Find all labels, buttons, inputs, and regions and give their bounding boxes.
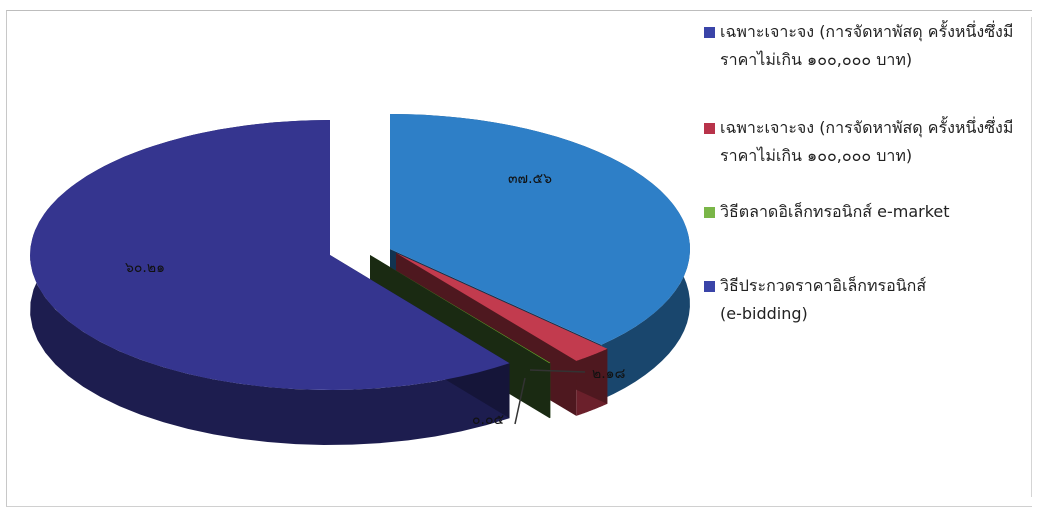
- legend-label-line1: เฉพาะเจาะจง (การจัดหาพัสดุ ครั้งหนึ่งซึ่…: [720, 118, 1014, 137]
- data-label: ๒.๑๘: [592, 366, 625, 382]
- legend-label-line1: วิธีประกวดราคาอิเล็กทรอนิกส์: [720, 276, 927, 295]
- legend-label-line1: วิธีตลาดอิเล็กทรอนิกส์ e-market: [720, 202, 950, 221]
- pie-slice: [390, 114, 690, 345]
- pie-slice: [30, 120, 510, 390]
- legend-swatch: [704, 207, 715, 218]
- legend-item: เฉพาะเจาะจง (การจัดหาพัสดุ ครั้งหนึ่งซึ่…: [704, 114, 1034, 170]
- legend-item: วิธีประกวดราคาอิเล็กทรอนิกส์ (e-bidding): [704, 272, 1034, 328]
- legend-label-line2: ราคาไม่เกิน ๑๐๐,๐๐๐ บาท): [720, 50, 913, 69]
- legend-item: เฉพาะเจาะจง (การจัดหาพัสดุ ครั้งหนึ่งซึ่…: [704, 18, 1034, 74]
- pie-slice: [396, 253, 608, 361]
- chart-frame: [6, 10, 1032, 507]
- data-label: ๖๐.๒๑: [125, 260, 165, 276]
- leader-line: [514, 377, 526, 425]
- legend-swatch: [704, 123, 715, 134]
- pie-slice: [370, 255, 551, 364]
- legend: เฉพาะเจาะจง (การจัดหาพัสดุ ครั้งหนึ่งซึ่…: [704, 18, 1034, 328]
- legend-swatch: [704, 27, 715, 38]
- legend-label-line1: เฉพาะเจาะจง (การจัดหาพัสดุ ครั้งหนึ่งซึ่…: [720, 22, 1014, 41]
- data-label: ๓๗.๕๖: [508, 171, 552, 187]
- legend-label-line2: (e-bidding): [720, 304, 808, 323]
- data-label: ๐.๐๕: [472, 412, 504, 428]
- legend-label-line2: ราคาไม่เกิน ๑๐๐,๐๐๐ บาท): [720, 146, 913, 165]
- leader-line: [529, 369, 586, 373]
- legend-swatch: [704, 281, 715, 292]
- legend-item: วิธีตลาดอิเล็กทรอนิกส์ e-market: [704, 198, 1034, 226]
